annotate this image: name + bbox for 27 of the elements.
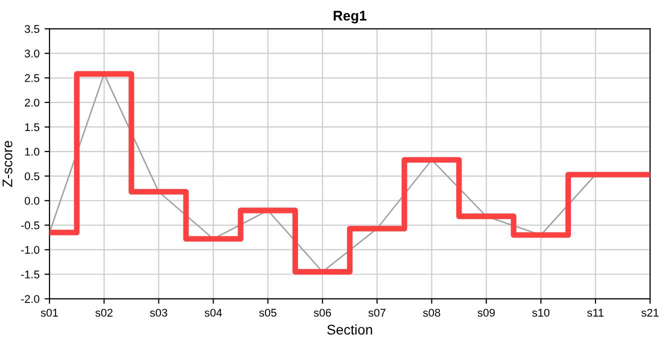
x-tick-label: s03 [150,308,168,317]
x-tick-label: s04 [204,308,222,317]
x-tick-label: s01 [40,308,58,317]
y-tick-label: 2.5 [24,74,40,82]
y-tick-label: -2.0 [21,295,40,303]
chart-title: Reg1 [334,10,366,24]
x-tick-label: s21 [641,308,659,317]
x-tick-label: s08 [423,308,440,317]
y-tick-label: -1.0 [21,246,40,254]
y-tick-label: 3.5 [24,25,40,33]
x-tick-label: s06 [314,308,331,317]
x-tick-label: s02 [95,308,112,317]
y-axis-title: Z-score [2,140,12,187]
x-axis-title: Section [327,324,372,335]
x-tick-label: s05 [259,308,276,317]
y-tick-label: 2.0 [24,98,40,107]
y-tick-label: -1.5 [21,270,40,278]
y-tick-label: 0.0 [24,196,40,205]
x-tick-label: s07 [368,308,386,317]
y-tick-label: 1.0 [25,148,40,156]
y-tick-label: 3.0 [24,50,40,58]
x-tick-label: s09 [478,308,495,317]
y-tick-label: 1.5 [25,123,40,132]
y-tick-label: -0.5 [21,221,40,230]
x-tick-label: s11 [587,308,604,317]
x-tick-label: s10 [532,308,550,317]
y-tick-label: 0.5 [24,172,40,180]
